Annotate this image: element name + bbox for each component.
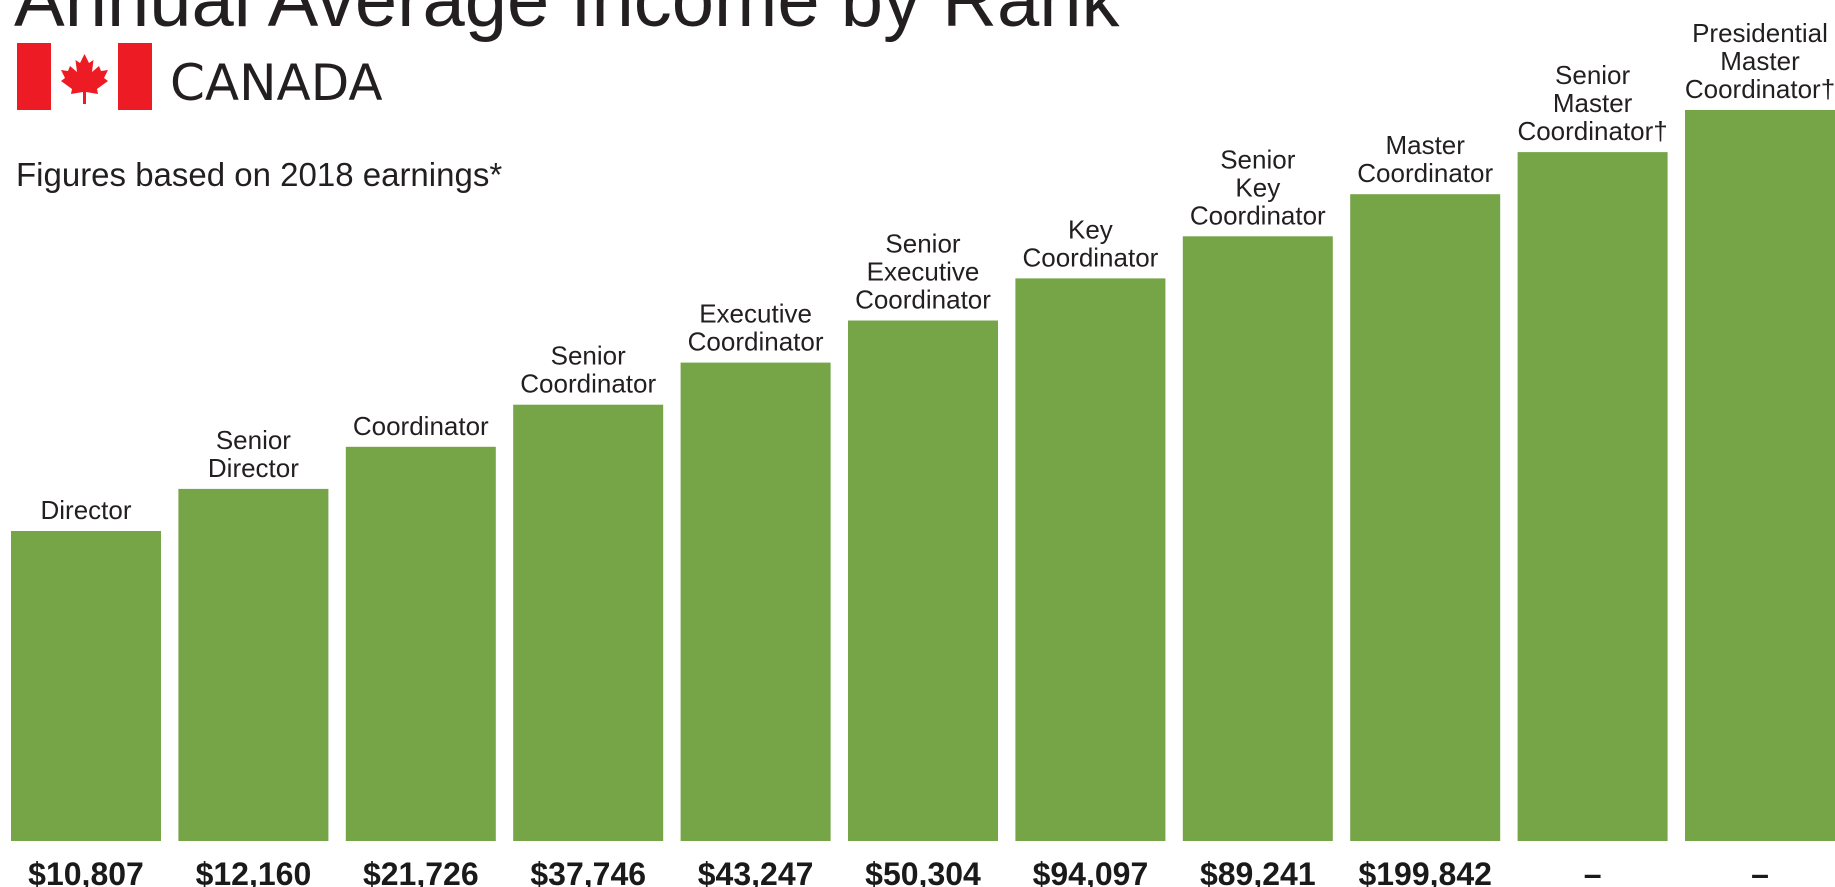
rank-label-line: Coordinator† [1517, 116, 1667, 146]
rank-label: Presidential Master Coordinator† [1685, 18, 1835, 104]
rank-label-line: Senior [551, 341, 626, 371]
rank-label-line: Coordinator [353, 411, 489, 441]
bar [513, 404, 664, 841]
rank-label-line: Coordinator [1022, 242, 1158, 272]
rank-label: Director [40, 495, 131, 525]
rank-label-line: Key [1068, 214, 1113, 244]
bar [1015, 278, 1166, 841]
bar [11, 531, 161, 841]
rank-label-line: Senior [1220, 144, 1295, 174]
rank-label-line: Coordinator [688, 327, 824, 357]
rank-label-line: Senior [885, 229, 960, 259]
rank-label: Master Coordinator [1357, 130, 1493, 188]
rank-label-line: Coordinator [520, 369, 656, 399]
rank-label: Senior Key Coordinator [1190, 144, 1326, 230]
rank-label-line: Director [208, 453, 299, 483]
rank-label-line: Senior [1555, 60, 1630, 90]
bar [1517, 152, 1668, 842]
chart-subtitle: Figures based on 2018 earnings* [16, 156, 502, 193]
rank-label: Executive Coordinator [688, 299, 824, 357]
value-label: $12,160 [196, 856, 312, 887]
value-label: $50,304 [865, 856, 981, 887]
rank-label-line: Director [40, 495, 131, 525]
bar [848, 320, 998, 841]
rank-label-line: Coordinator [855, 285, 991, 315]
maple-leaf-icon [61, 54, 108, 104]
rank-label-line: Key [1235, 172, 1280, 202]
bar [178, 488, 329, 841]
value-label: $199,842 [1358, 856, 1491, 887]
rank-label-line: Master [1553, 88, 1633, 118]
rank-label: Senior Coordinator [520, 341, 656, 399]
rank-label-line: Master [1720, 46, 1800, 76]
rank-label: Senior Master Coordinator† [1517, 60, 1667, 146]
value-label: $10,807 [28, 856, 144, 887]
flag-right-band [118, 43, 152, 110]
canada-flag [17, 43, 152, 110]
rank-label: Senior Director [208, 425, 299, 483]
bar [1350, 194, 1501, 841]
rank-label: Senior Executive Coordinator [855, 229, 991, 315]
chart-title: Annual Average Income by Rank [14, 0, 1121, 43]
country-label: CANADA [170, 54, 383, 112]
bar [680, 362, 831, 841]
rank-label: Key Coordinator [1022, 214, 1158, 272]
bars-group [11, 110, 1835, 842]
value-label: $37,746 [530, 856, 646, 887]
rank-label-line: Senior [216, 425, 291, 455]
rank-label-line: Executive [867, 257, 980, 287]
value-labels-group: $10,807 $12,160 $21,726 $37,746 $43,247 $50,3… [28, 856, 1769, 887]
value-label: $94,097 [1033, 856, 1149, 887]
rank-label: Coordinator [353, 411, 489, 441]
value-label: – [1751, 856, 1769, 887]
bar [1182, 236, 1333, 842]
rank-label-line: Coordinator† [1685, 74, 1835, 104]
value-label: $43,247 [698, 856, 814, 887]
bar [345, 446, 496, 841]
flag-left-band [17, 43, 51, 110]
rank-label-line: Presidential [1692, 18, 1828, 48]
rank-label-line: Executive [699, 299, 812, 329]
rank-label-line: Master [1385, 130, 1465, 160]
bar [1685, 110, 1835, 841]
value-label: $89,241 [1200, 856, 1316, 887]
rank-label-line: Coordinator [1357, 158, 1493, 188]
rank-label-line: Coordinator [1190, 200, 1326, 230]
value-label: – [1584, 856, 1602, 887]
value-label: $21,726 [363, 856, 479, 887]
